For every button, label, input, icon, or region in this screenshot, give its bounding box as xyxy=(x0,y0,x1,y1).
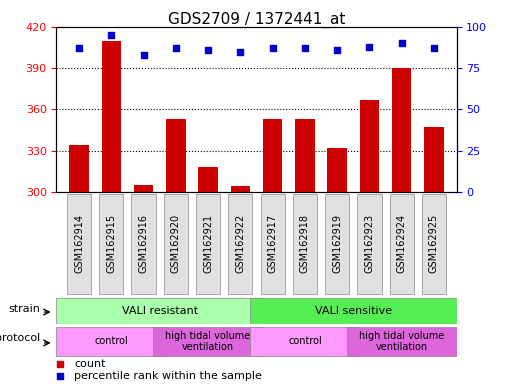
Point xyxy=(204,47,212,53)
Point xyxy=(333,47,341,53)
Bar xyxy=(102,41,121,192)
Text: GSM162920: GSM162920 xyxy=(171,214,181,273)
FancyBboxPatch shape xyxy=(164,194,188,294)
Text: GSM162924: GSM162924 xyxy=(397,214,407,273)
Point xyxy=(289,217,297,223)
Text: GSM162923: GSM162923 xyxy=(364,214,374,273)
FancyBboxPatch shape xyxy=(196,194,220,294)
Bar xyxy=(69,145,89,192)
Text: GSM162918: GSM162918 xyxy=(300,214,310,273)
FancyBboxPatch shape xyxy=(67,194,91,294)
Text: protocol: protocol xyxy=(0,333,41,343)
FancyBboxPatch shape xyxy=(56,326,166,356)
Point xyxy=(75,45,83,51)
FancyBboxPatch shape xyxy=(250,326,360,356)
Text: VALI resistant: VALI resistant xyxy=(122,306,198,316)
Text: VALI sensitive: VALI sensitive xyxy=(315,306,392,316)
FancyBboxPatch shape xyxy=(261,194,285,294)
FancyBboxPatch shape xyxy=(422,194,446,294)
FancyBboxPatch shape xyxy=(131,194,155,294)
Text: GSM162915: GSM162915 xyxy=(106,214,116,273)
Point xyxy=(172,45,180,51)
Text: count: count xyxy=(74,359,106,369)
Bar xyxy=(424,127,444,192)
Point xyxy=(398,40,406,46)
Bar xyxy=(231,187,250,192)
Point xyxy=(140,52,148,58)
FancyBboxPatch shape xyxy=(99,194,124,294)
Bar xyxy=(166,119,186,192)
Text: strain: strain xyxy=(9,304,41,314)
FancyBboxPatch shape xyxy=(389,194,414,294)
FancyBboxPatch shape xyxy=(153,326,263,356)
Text: GSM162914: GSM162914 xyxy=(74,214,84,273)
FancyBboxPatch shape xyxy=(228,194,252,294)
Point xyxy=(268,45,277,51)
Text: GSM162921: GSM162921 xyxy=(203,214,213,273)
Text: GSM162916: GSM162916 xyxy=(139,214,149,273)
Bar xyxy=(199,167,218,192)
FancyBboxPatch shape xyxy=(250,298,457,324)
Point xyxy=(301,45,309,51)
Bar xyxy=(295,119,314,192)
FancyBboxPatch shape xyxy=(56,298,263,324)
Point xyxy=(236,49,245,55)
FancyBboxPatch shape xyxy=(358,194,382,294)
FancyBboxPatch shape xyxy=(325,194,349,294)
Text: control: control xyxy=(94,336,128,346)
Point xyxy=(430,45,438,51)
Text: GDS2709 / 1372441_at: GDS2709 / 1372441_at xyxy=(168,12,345,28)
Text: GSM162925: GSM162925 xyxy=(429,214,439,273)
Text: GSM162917: GSM162917 xyxy=(268,214,278,273)
Text: GSM162922: GSM162922 xyxy=(235,214,245,273)
Point xyxy=(107,32,115,38)
Bar xyxy=(134,185,153,192)
Bar xyxy=(392,68,411,192)
Text: high tidal volume
ventilation: high tidal volume ventilation xyxy=(166,331,251,352)
Text: GSM162919: GSM162919 xyxy=(332,214,342,273)
Bar xyxy=(327,148,347,192)
FancyBboxPatch shape xyxy=(347,326,457,356)
Point xyxy=(365,44,373,50)
Text: control: control xyxy=(288,336,322,346)
Text: percentile rank within the sample: percentile rank within the sample xyxy=(74,371,262,381)
Text: high tidal volume
ventilation: high tidal volume ventilation xyxy=(359,331,444,352)
Bar xyxy=(263,119,282,192)
Bar xyxy=(360,100,379,192)
Point xyxy=(289,324,297,330)
FancyBboxPatch shape xyxy=(293,194,317,294)
